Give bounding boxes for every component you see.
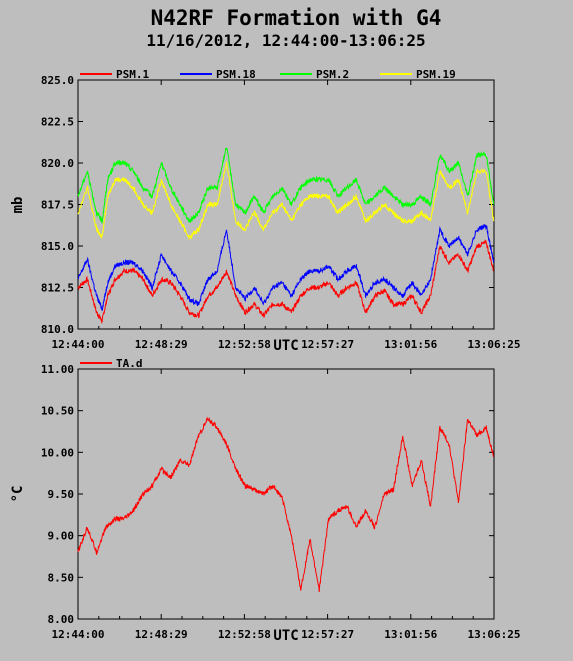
- x-tick-label: 13:06:25: [468, 338, 521, 351]
- pressure-panel: PSM.1 PSM.18 PSM.2 PSM.19 810.0 812.5 815.…: [10, 68, 520, 354]
- x-tick-label: 13:01:56: [384, 338, 437, 351]
- y-tick-label: 820.0: [41, 157, 74, 170]
- chart-subtitle: 11/16/2012, 12:44:00-13:06:25: [146, 31, 425, 50]
- x-tick-label: 12:57:27: [301, 338, 354, 351]
- series-line-psm2: [77, 147, 495, 224]
- pressure-ticks: 810.0 812.5 815.0 817.5 820.0 822.5 825.0 12:44…: [41, 74, 521, 351]
- legend-label-tad: TA.d: [116, 357, 143, 370]
- temperature-panel: TA.d 8.00 8.50 9.00 9.50 10.00 10.50 11.00 12:4…: [10, 357, 520, 644]
- temperature-series: [77, 416, 494, 593]
- y-tick-label: 822.5: [41, 116, 74, 129]
- y-tick-label: 825.0: [41, 74, 74, 87]
- x-tick-label: 12:48:29: [135, 628, 188, 641]
- y-tick-label: 9.50: [48, 488, 75, 501]
- series-line-tad: [77, 416, 494, 593]
- chart-title: N42RF Formation with G4: [151, 6, 442, 30]
- x-tick-label: 12:44:00: [52, 338, 105, 351]
- y-tick-label: 9.00: [48, 530, 75, 543]
- pressure-y-axis-label: mb: [10, 197, 26, 214]
- temperature-legend: TA.d: [80, 357, 143, 370]
- temperature-x-axis-label: UTC: [273, 628, 298, 644]
- series-line-psm1: [77, 239, 494, 325]
- y-tick-label: 810.0: [41, 323, 74, 336]
- y-tick-label: 11.00: [41, 363, 74, 376]
- series-line-psm18: [77, 224, 495, 311]
- x-tick-label: 12:52:58: [218, 338, 271, 351]
- y-tick-label: 10.00: [41, 446, 74, 459]
- pressure-legend: PSM.1 PSM.18 PSM.2 PSM.19: [80, 68, 456, 81]
- legend-label-psm1: PSM.1: [116, 68, 149, 81]
- y-tick-label: 8.00: [48, 613, 75, 626]
- pressure-series: [77, 147, 495, 325]
- series-line-psm19: [77, 161, 495, 240]
- y-tick-label: 812.5: [41, 282, 74, 295]
- legend-label-psm18: PSM.18: [216, 68, 256, 81]
- x-tick-label: 12:44:00: [52, 628, 105, 641]
- legend-label-psm2: PSM.2: [316, 68, 349, 81]
- y-tick-label: 10.50: [41, 405, 74, 418]
- y-tick-label: 815.0: [41, 240, 74, 253]
- temperature-y-axis-label: °C: [10, 486, 26, 503]
- x-tick-label: 12:48:29: [135, 338, 188, 351]
- y-tick-label: 817.5: [41, 199, 74, 212]
- x-tick-label: 13:01:56: [384, 628, 437, 641]
- y-tick-label: 8.50: [48, 571, 75, 584]
- pressure-x-axis-label: UTC: [273, 338, 298, 354]
- temperature-ticks: 8.00 8.50 9.00 9.50 10.00 10.50 11.00 12:44:00 1…: [41, 363, 521, 641]
- legend-label-psm19: PSM.19: [416, 68, 456, 81]
- x-tick-label: 12:57:27: [301, 628, 354, 641]
- x-tick-label: 13:06:25: [468, 628, 521, 641]
- x-tick-label: 12:52:58: [218, 628, 271, 641]
